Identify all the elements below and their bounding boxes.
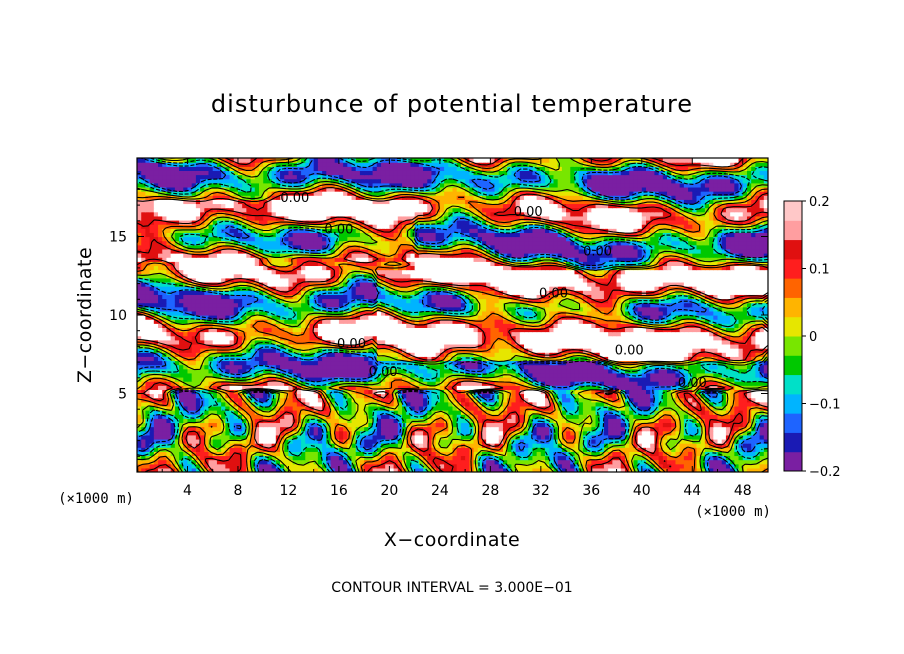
- x-origin-unit-label: (×1000 m): [58, 491, 134, 507]
- contour-label: 0.00: [678, 376, 707, 391]
- contour-label: 0.00: [337, 337, 366, 352]
- contour-label: 0.00: [324, 222, 353, 237]
- colorbar-swatch: [784, 336, 802, 356]
- contour-level-line: [137, 158, 768, 472]
- x-tick-label: 8: [233, 483, 242, 499]
- colorbar-tick-label: −0.2: [809, 465, 841, 480]
- x-axis-unit-label: (×1000 m): [695, 504, 771, 520]
- contour-label: 0.00: [539, 287, 568, 302]
- x-axis-label: X−coordinate: [384, 529, 520, 551]
- x-tick-label: 28: [481, 483, 499, 499]
- contour-label: 0.00: [583, 244, 612, 259]
- colorbar-tick-label: 0.1: [809, 263, 830, 278]
- x-tick-label: 32: [532, 483, 550, 499]
- y-tick-label: 5: [118, 387, 127, 403]
- x-tick-label: 4: [183, 483, 192, 499]
- colorbar-swatch: [784, 393, 802, 414]
- x-tick-label: 36: [582, 483, 600, 499]
- contour-label: 0.00: [615, 343, 644, 358]
- x-tick-label: 40: [633, 483, 651, 499]
- contour-label: 0.00: [280, 191, 309, 206]
- contour-label: 0.00: [369, 365, 398, 380]
- y-tick-label: 10: [109, 308, 127, 324]
- colorbar-tick-label: −0.1: [809, 398, 841, 413]
- contour-label: 0.00: [514, 205, 543, 220]
- colorbar-swatch: [784, 278, 802, 298]
- colorbar-swatch: [784, 374, 802, 395]
- colorbar-swatch: [784, 316, 802, 337]
- y-axis-label: Z−coordinate: [74, 247, 96, 383]
- contour-level-line: [137, 158, 768, 472]
- colorbar-swatch: [784, 220, 802, 241]
- x-tick-label: 16: [330, 483, 348, 499]
- colorbar-swatch: [784, 355, 802, 376]
- colorbar-swatch: [784, 432, 802, 453]
- contour-level-line: [137, 158, 768, 472]
- colorbar-swatch: [784, 201, 802, 221]
- x-tick-label: 24: [431, 483, 449, 499]
- y-tick-label: 15: [109, 230, 127, 246]
- x-tick-label: 48: [734, 483, 752, 499]
- colorbar-swatch: [784, 258, 802, 279]
- x-tick-label: 20: [380, 483, 398, 499]
- colorbar-swatch: [784, 239, 802, 260]
- contour-lines: [137, 158, 768, 472]
- colorbar-swatch: [784, 451, 802, 472]
- x-tick-label: 44: [683, 483, 701, 499]
- contour-interval-note: CONTOUR INTERVAL = 3.000E−01: [331, 580, 572, 596]
- y-axis-ticks: 5 10 15: [109, 173, 768, 457]
- colorbar-swatch: [784, 297, 802, 318]
- colorbar-tick-label: 0.2: [809, 195, 830, 210]
- x-axis-ticks: 4 8 12 16 20 24 28 32 36 40 44 48: [161, 158, 752, 499]
- colorbar-swatch: [784, 413, 802, 433]
- contour-labels: 0.000.000.000.000.000.000.000.000.00: [280, 191, 706, 391]
- colorbar-tick-label: 0: [809, 330, 817, 345]
- x-tick-label: 12: [280, 483, 298, 499]
- colorbar: 0.2 0.1 0 −0.1 −0.2: [783, 195, 841, 480]
- contour-level-line: [137, 158, 768, 472]
- chart-title: disturbunce of potential temperature: [211, 90, 693, 118]
- contour-level-line: [137, 158, 768, 472]
